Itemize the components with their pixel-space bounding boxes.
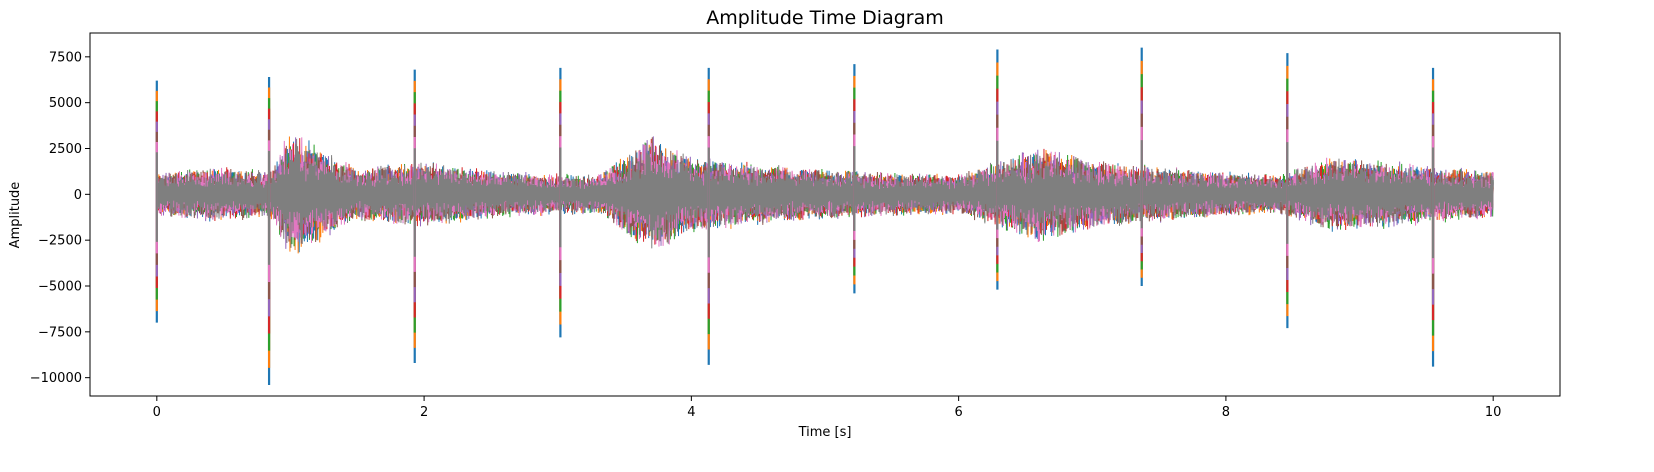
x-tick-label: 2 xyxy=(420,405,428,420)
chart-title: Amplitude Time Diagram xyxy=(706,7,944,29)
y-axis-label: Amplitude xyxy=(8,182,23,249)
x-tick-label: 6 xyxy=(954,405,962,420)
y-tick-label: 2500 xyxy=(49,142,82,157)
y-axis: −10000 −7500 −5000 −2500 0 2500 5000 7500 xyxy=(30,50,90,386)
x-tick-label: 4 xyxy=(687,405,695,420)
y-tick-label: −10000 xyxy=(30,371,82,386)
y-tick-label: −2500 xyxy=(38,234,82,249)
plot-frame xyxy=(89,32,1561,397)
signal-traces xyxy=(155,47,1494,385)
y-tick-label: −7500 xyxy=(38,325,82,340)
x-tick-label: 0 xyxy=(153,405,161,420)
signal-series-line xyxy=(156,138,1494,249)
x-tick-label: 10 xyxy=(1485,405,1502,420)
x-axis-label: Time [s] xyxy=(798,425,852,440)
x-axis: 0 2 4 6 8 10 xyxy=(153,396,1502,420)
x-tick-label: 8 xyxy=(1222,405,1230,420)
y-tick-label: 0 xyxy=(74,188,82,203)
y-tick-label: 7500 xyxy=(49,50,82,65)
y-tick-label: −5000 xyxy=(38,280,82,295)
y-tick-label: 5000 xyxy=(49,96,82,111)
